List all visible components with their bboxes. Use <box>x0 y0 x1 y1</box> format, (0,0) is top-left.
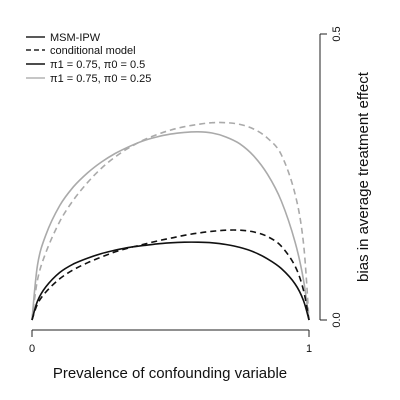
y-axis: 0.0 0.5 bias in average treatment effect <box>319 26 372 328</box>
x-axis: 0 1 Prevalence of confounding variable <box>29 329 312 382</box>
y-tick-label-1: 0.5 <box>331 26 343 41</box>
series-line-0 <box>31 130 310 321</box>
y-tick-label-0: 0.0 <box>331 312 343 327</box>
legend: MSM-IPW conditional model π1 = 0.75, π0 … <box>26 32 151 85</box>
x-axis-label: Prevalence of confounding variable <box>53 365 287 382</box>
x-tick-label-1: 1 <box>306 343 312 355</box>
legend-label-scenario-pi0-0.25: π1 = 0.75, π0 = 0.25 <box>50 73 151 85</box>
legend-label-conditional-model: conditional model <box>50 45 136 57</box>
y-axis-label: bias in average treatment effect <box>355 71 372 282</box>
legend-label-scenario-pi0-0.5: π1 = 0.75, π0 = 0.5 <box>50 59 145 71</box>
series-line-1 <box>31 121 310 321</box>
x-tick-label-0: 0 <box>29 343 35 355</box>
series-line-3 <box>31 229 310 321</box>
legend-label-msm-ipw: MSM-IPW <box>50 32 101 44</box>
series-line-2 <box>31 241 310 321</box>
plot-series-group <box>31 121 310 321</box>
